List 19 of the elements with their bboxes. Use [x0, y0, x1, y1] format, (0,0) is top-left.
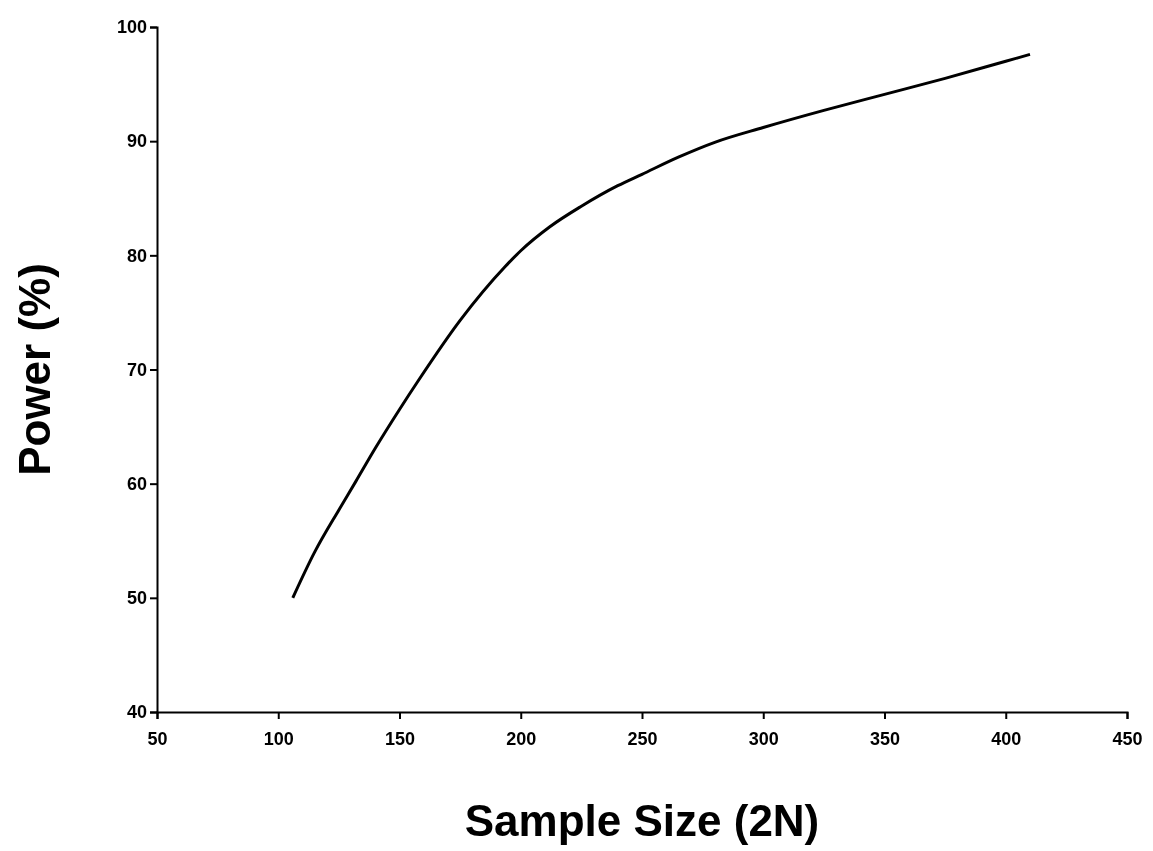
y-tick-label: 90: [126, 131, 147, 152]
x-tick-label: 450: [1112, 729, 1143, 750]
x-tick-label: 150: [384, 729, 416, 750]
x-tick-label: 250: [627, 729, 658, 750]
y-tick-label: 50: [126, 588, 147, 609]
y-axis-title: Power (%): [10, 263, 59, 476]
line-series: [291, 52, 1032, 600]
x-axis-title: Sample Size (2N): [464, 796, 820, 845]
x-tick-label: 50: [147, 729, 168, 750]
x-tick-label: 100: [263, 729, 294, 750]
y-tick-label: 100: [116, 17, 147, 38]
x-tick-label: 400: [991, 729, 1022, 750]
x-tick-label: 200: [506, 729, 537, 750]
y-tick-label: 60: [126, 473, 147, 494]
y-tick-label: 70: [126, 359, 147, 380]
x-tick-label: 300: [748, 729, 779, 750]
x-tick-label: 350: [869, 729, 901, 750]
y-tick-label: 40: [126, 702, 147, 723]
y-tick-label: 80: [126, 245, 147, 266]
